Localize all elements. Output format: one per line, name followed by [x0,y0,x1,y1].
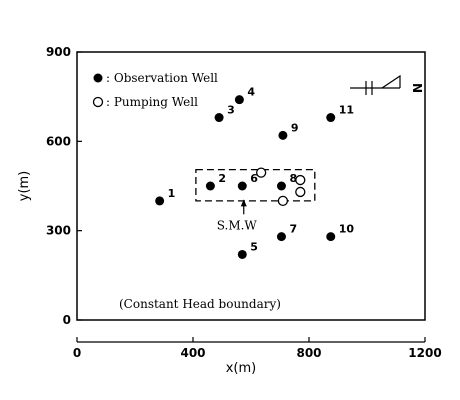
observation-well-label: 6 [250,172,258,185]
legend: : Observation Well : Pumping Well [92,71,218,109]
observation-well-label: 11 [339,104,354,117]
observation-well-label: 1 [168,187,176,200]
y-tick-label: 900 [46,45,71,59]
observation-well-point [155,196,165,206]
y-tick-label: 600 [46,134,71,148]
x-axis-label: x(m) [226,361,257,376]
boundary-label: (Constant Head boundary) [119,297,281,311]
legend-observation-marker [93,73,103,83]
x-tick-label: 0 [73,346,81,360]
observation-well-point [276,232,286,242]
observation-wells: 1 2 34 5 6 7 8 9 10 11 [155,86,354,259]
y-axis-ticks: 0 300 600 900 [46,45,82,327]
observation-well-point [326,232,336,242]
smw-arrowhead [240,199,247,207]
observation-well-point [278,130,288,140]
observation-well-label: 3 [227,104,235,117]
observation-well-point [237,181,247,191]
pumping-well-point [295,174,306,186]
north-label: N [410,83,424,93]
pumping-well-point [255,167,267,178]
north-arrow-icon [350,74,401,95]
pumping-wells [255,167,306,207]
observation-well-label: 4 [247,86,255,99]
observation-well-point [276,181,286,191]
observation-well-label: 2 [218,172,226,185]
observation-well-point [205,181,215,191]
observation-well-point [234,95,244,105]
pumping-well-point [295,186,306,198]
x-tick-label: 400 [180,346,205,360]
observation-well-label: 10 [339,223,355,236]
observation-well-label: 9 [291,121,299,134]
x-tick-label: 800 [296,346,321,360]
y-axis-label: y(m) [17,171,32,202]
observation-well-point [326,113,336,123]
y-tick-label: 300 [46,224,71,238]
legend-pumping-label: : Pumping Well [106,95,198,109]
observation-well-point [214,113,224,123]
legend-pumping-marker [92,96,104,108]
observation-well-label: 7 [289,223,297,236]
smw-wall-box [195,168,316,202]
plot-frame [76,51,426,321]
x-axis-ticks: 0 400 800 1200 [73,337,442,360]
observation-well-label: 5 [250,240,258,253]
y-tick-label: 0 [63,313,71,327]
smw-label: S.M.W [217,218,258,232]
observation-well-point [237,249,247,259]
observation-well-label: 8 [289,172,297,185]
x-tick-label: 1200 [408,346,441,360]
legend-observation-label: : Observation Well [106,71,218,85]
pumping-well-point [277,195,289,207]
